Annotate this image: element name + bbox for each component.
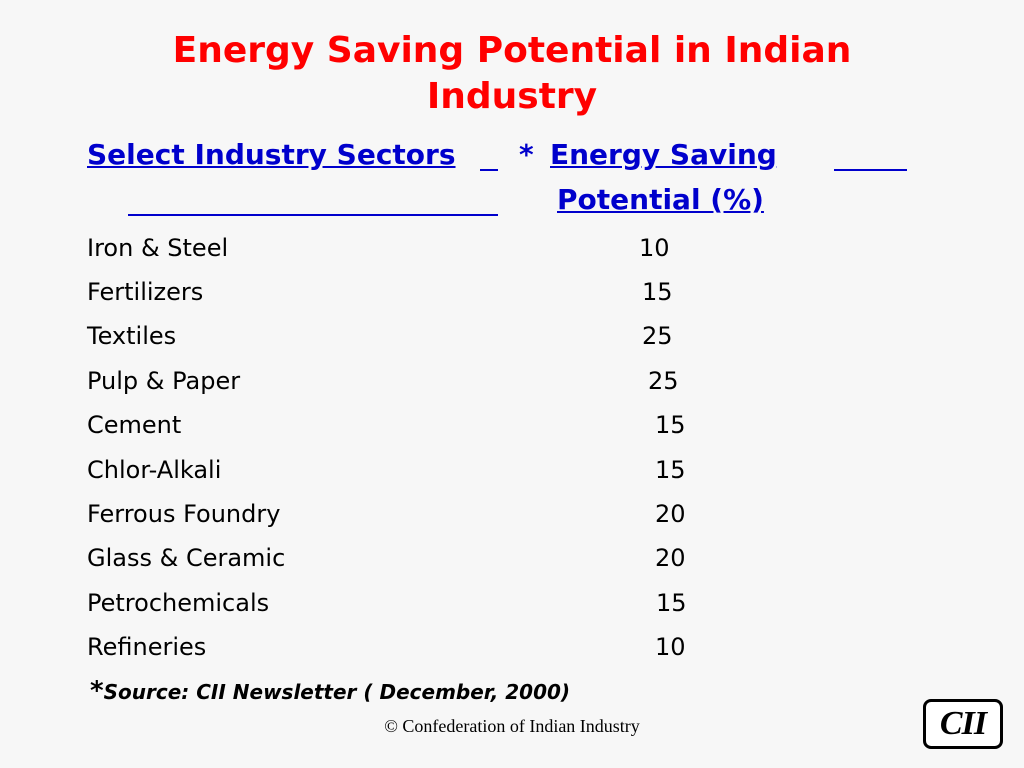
header-decor-rule-1 [834,169,907,171]
header-decor-rule-2 [128,214,498,216]
header-star: * [519,138,534,171]
row-value: 10 [639,234,670,262]
row-value: 25 [648,367,679,395]
header-sector: Select Industry Sectors [87,138,456,171]
source-star: * [90,676,104,706]
row-sector: Ferrous Foundry [87,500,281,528]
slide-title: Energy Saving Potential in Indian Indust… [0,28,1024,120]
slide-title-line-1: Energy Saving Potential in Indian [172,30,852,71]
header-value-line-1: Energy Saving [550,138,777,171]
source-text: Source: CII Newsletter ( December, 2000) [103,680,571,704]
row-value: 25 [642,322,673,350]
row-sector: Chlor-Alkali [87,456,222,484]
row-value: 15 [655,456,686,484]
cii-logo: CII [923,699,1003,749]
row-value: 15 [656,589,687,617]
row-value: 20 [655,500,686,528]
header-sector-underline-tail [480,169,498,171]
row-value: 15 [642,278,673,306]
row-sector: Fertilizers [87,278,204,306]
row-sector: Iron & Steel [87,234,229,262]
row-sector: Textiles [87,322,177,350]
row-sector: Refineries [87,633,207,661]
row-value: 20 [655,544,686,572]
row-value: 10 [655,633,686,661]
footer-copyright: © Confederation of Indian Industry [384,716,640,736]
row-sector: Petrochemicals [87,589,270,617]
slide-title-line-2: Industry [426,76,598,117]
source-note: *Source: CII Newsletter ( December, 2000… [90,676,570,707]
row-sector: Pulp & Paper [87,367,241,395]
row-value: 15 [655,411,686,439]
cii-logo-text: CII [939,705,987,742]
row-sector: Glass & Ceramic [87,544,286,572]
header-value-line-2: Potential (%) [557,183,764,216]
row-sector: Cement [87,411,182,439]
